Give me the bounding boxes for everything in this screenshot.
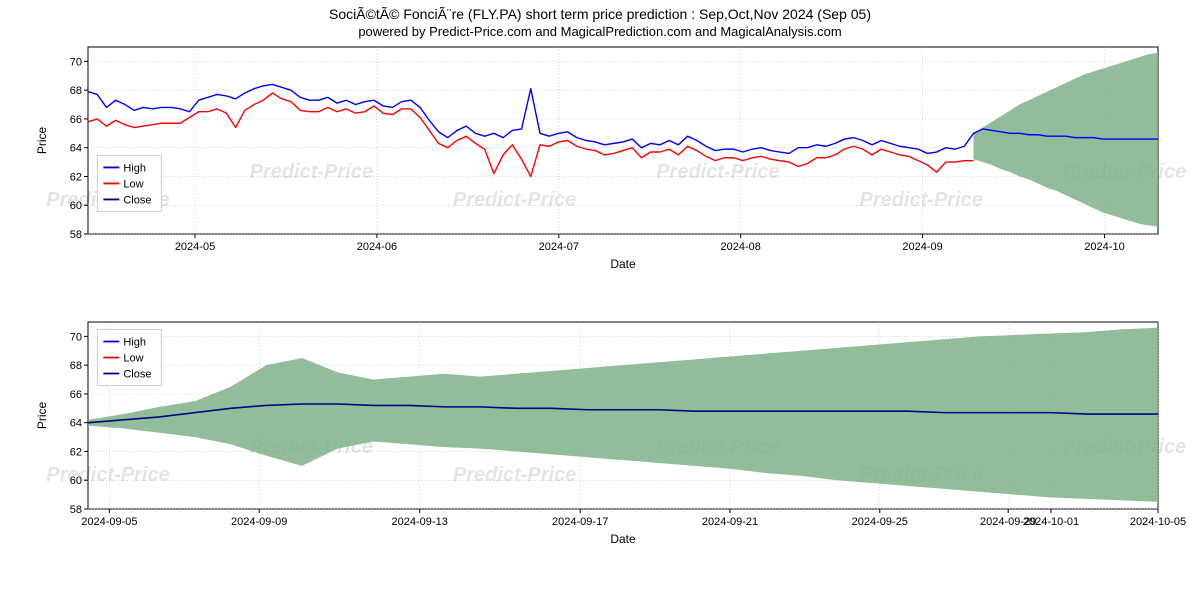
svg-text:Close: Close <box>123 194 151 206</box>
svg-text:66: 66 <box>70 389 82 401</box>
svg-text:2024-07: 2024-07 <box>539 241 579 253</box>
svg-text:66: 66 <box>70 114 82 126</box>
svg-text:2024-10: 2024-10 <box>1084 241 1124 253</box>
svg-text:High: High <box>123 336 146 348</box>
svg-text:64: 64 <box>70 143 82 155</box>
svg-text:62: 62 <box>70 171 82 183</box>
svg-text:58: 58 <box>70 229 82 241</box>
svg-text:Price: Price <box>35 402 49 430</box>
svg-text:2024-09-21: 2024-09-21 <box>702 516 758 528</box>
chart-container: SociÃ©tÃ© FonciÃ¨re (FLY.PA) short term … <box>0 0 1200 600</box>
svg-text:68: 68 <box>70 360 82 372</box>
svg-text:Price: Price <box>35 127 49 155</box>
svg-text:2024-10-05: 2024-10-05 <box>1130 516 1186 528</box>
bottom-chart-wrap: 586062646668702024-09-052024-09-092024-0… <box>0 314 1200 589</box>
chart-title: SociÃ©tÃ© FonciÃ¨re (FLY.PA) short term … <box>0 6 1200 22</box>
svg-text:2024-09-09: 2024-09-09 <box>231 516 287 528</box>
svg-text:2024-09-17: 2024-09-17 <box>552 516 608 528</box>
svg-text:2024-05: 2024-05 <box>175 241 215 253</box>
top-chart-wrap: 586062646668702024-052024-062024-072024-… <box>0 39 1200 314</box>
svg-text:Predict-Price: Predict-Price <box>453 189 576 211</box>
svg-text:Low: Low <box>123 178 143 190</box>
svg-text:Close: Close <box>123 368 151 380</box>
svg-text:Predict-Price: Predict-Price <box>453 464 576 486</box>
svg-text:2024-08: 2024-08 <box>721 241 761 253</box>
title-block: SociÃ©tÃ© FonciÃ¨re (FLY.PA) short term … <box>0 0 1200 39</box>
svg-text:2024-09-25: 2024-09-25 <box>852 516 908 528</box>
svg-text:2024-09-05: 2024-09-05 <box>81 516 137 528</box>
chart-subtitle: powered by Predict-Price.com and Magical… <box>0 24 1200 39</box>
svg-text:2024-10-01: 2024-10-01 <box>1023 516 1079 528</box>
svg-text:70: 70 <box>70 331 82 343</box>
svg-text:Date: Date <box>610 257 636 271</box>
svg-text:Predict-Price: Predict-Price <box>250 161 373 183</box>
svg-text:2024-06: 2024-06 <box>357 241 397 253</box>
svg-text:58: 58 <box>70 504 82 516</box>
svg-text:High: High <box>123 162 146 174</box>
svg-text:Low: Low <box>123 352 143 364</box>
svg-text:62: 62 <box>70 446 82 458</box>
svg-text:Predict-Price: Predict-Price <box>46 464 169 486</box>
svg-text:64: 64 <box>70 418 82 430</box>
svg-text:Predict-Price: Predict-Price <box>656 161 779 183</box>
svg-text:2024-09-13: 2024-09-13 <box>392 516 448 528</box>
svg-text:Predict-Price: Predict-Price <box>860 189 983 211</box>
top-chart-svg: 586062646668702024-052024-062024-072024-… <box>0 39 1200 314</box>
svg-text:68: 68 <box>70 85 82 97</box>
svg-text:Date: Date <box>610 532 636 546</box>
svg-text:2024-09: 2024-09 <box>902 241 942 253</box>
svg-text:70: 70 <box>70 56 82 68</box>
bottom-chart-svg: 586062646668702024-09-052024-09-092024-0… <box>0 314 1200 589</box>
